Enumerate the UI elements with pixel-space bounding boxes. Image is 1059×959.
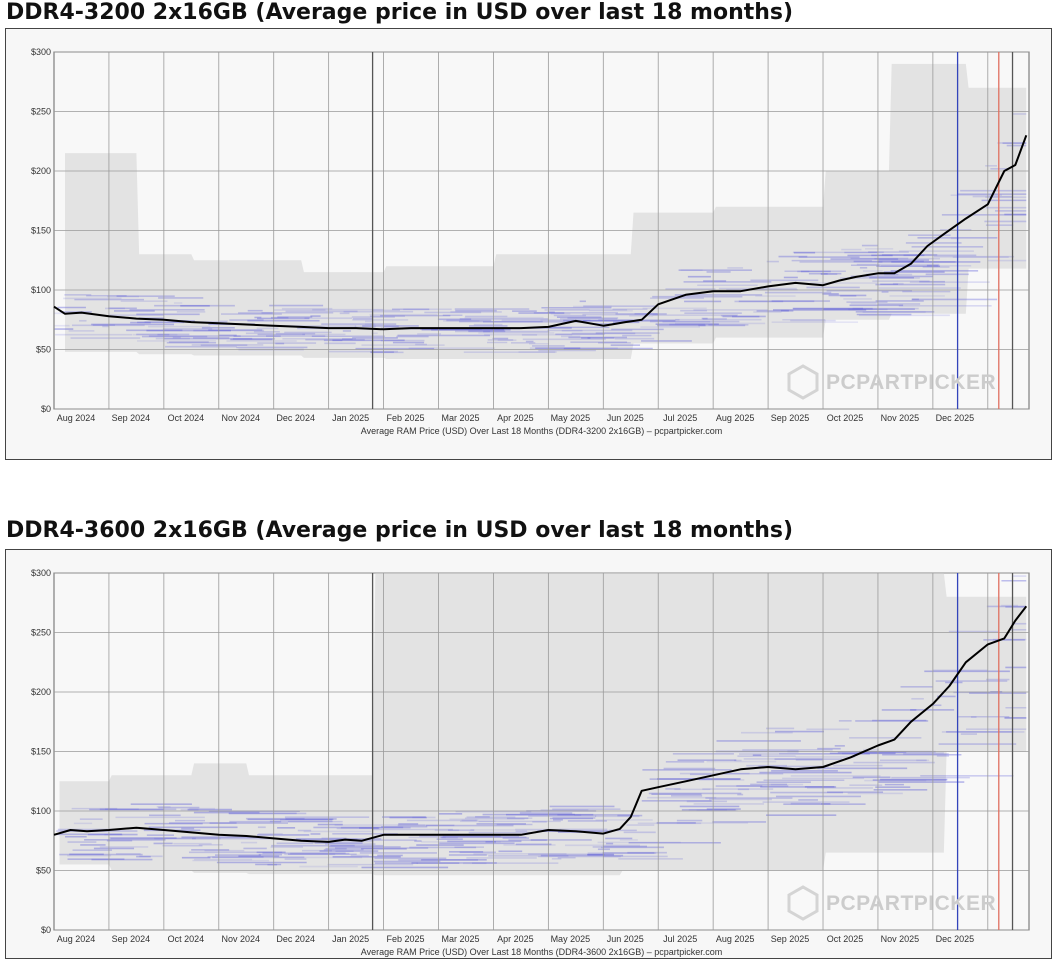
x-tick-label: Jul 2025 [663, 413, 697, 423]
y-tick-label: $150 [31, 747, 51, 757]
watermark-text: PCPARTPICKER [826, 371, 996, 394]
chart-title-ddr4-3600: DDR4-3600 2x16GB (Average price in USD o… [6, 518, 794, 543]
x-tick-label: Nov 2024 [221, 934, 260, 944]
x-tick-label: Jan 2025 [332, 413, 369, 423]
y-tick-label: $0 [41, 925, 51, 935]
x-tick-label: Oct 2024 [168, 413, 205, 423]
chart-ddr4-3600: $0 $50 $100 $150 $200 $250 $300 Aug 2024 Sep 202… [5, 549, 1052, 959]
x-tick-label: Mar 2025 [441, 413, 479, 423]
average-price-line [53, 134, 1028, 331]
average-price-line [53, 605, 1028, 843]
y-tick-label: $50 [36, 866, 51, 876]
y-tick-label: $300 [31, 47, 51, 57]
x-tick-label: Aug 2025 [716, 934, 755, 944]
x-tick-label: Dec 2025 [936, 934, 975, 944]
x-tick-label: Dec 2025 [936, 413, 975, 423]
x-tick-label: Feb 2025 [387, 413, 425, 423]
retailer-price-streaks [54, 113, 1027, 354]
y-tick-label: $250 [31, 628, 51, 638]
x-tick-label: Apr 2025 [497, 934, 534, 944]
pcpartpicker-logo-icon [787, 885, 819, 921]
x-tick-label: Oct 2025 [827, 413, 864, 423]
x-tick-label: Nov 2025 [881, 934, 920, 944]
chart-svg-ddr4-3600: $0 $50 $100 $150 $200 $250 $300 Aug 2024 Sep 202… [31, 568, 1030, 957]
y-tick-label: $300 [31, 568, 51, 578]
x-tick-label: Apr 2025 [497, 413, 534, 423]
pcpartpicker-logo-icon [787, 364, 819, 400]
x-tick-label: Sep 2025 [771, 934, 810, 944]
x-tick-label: Aug 2024 [57, 413, 96, 423]
x-tick-label: Oct 2025 [827, 934, 864, 944]
y-tick-label: $100 [31, 285, 51, 295]
price-range-band [59, 573, 1027, 876]
pcpartpicker-watermark: PCPARTPICKER [787, 364, 996, 400]
x-tick-label: Jun 2025 [607, 934, 644, 944]
x-tick-label: Oct 2024 [168, 934, 205, 944]
x-tick-label: Jun 2025 [607, 413, 644, 423]
x-tick-label: Dec 2024 [276, 934, 315, 944]
x-tick-label: Aug 2025 [716, 413, 755, 423]
x-tick-label: Nov 2024 [221, 413, 260, 423]
watermark-text: PCPARTPICKER [826, 892, 996, 915]
y-tick-label: $0 [41, 404, 51, 414]
x-tick-label: Sep 2024 [112, 934, 151, 944]
y-tick-label: $50 [36, 345, 51, 355]
x-tick-label: Dec 2024 [276, 413, 315, 423]
x-tick-label: May 2025 [551, 934, 591, 944]
y-tick-label: $200 [31, 166, 51, 176]
pcpartpicker-watermark: PCPARTPICKER [787, 885, 996, 921]
x-tick-label: May 2025 [551, 413, 591, 423]
x-axis-label: Average RAM Price (USD) Over Last 18 Mon… [361, 947, 722, 957]
x-tick-label: Sep 2024 [112, 413, 151, 423]
x-tick-label: Sep 2025 [771, 413, 810, 423]
y-tick-label: $150 [31, 226, 51, 236]
x-tick-label: Feb 2025 [387, 934, 425, 944]
y-tick-label: $250 [31, 107, 51, 117]
x-tick-label: Jan 2025 [332, 934, 369, 944]
price-range-band [64, 63, 1027, 360]
x-axis-label: Average RAM Price (USD) Over Last 18 Mon… [361, 426, 722, 436]
chart-ddr4-3200: $0 $50 $100 $150 $200 $250 $300 Aug 2024 Sep 202… [5, 28, 1052, 460]
chart-svg-ddr4-3200: $0 $50 $100 $150 $200 $250 $300 Aug 2024 Sep 202… [31, 47, 1030, 436]
y-tick-label: $200 [31, 687, 51, 697]
x-tick-label: Nov 2025 [881, 413, 920, 423]
x-tick-label: Mar 2025 [441, 934, 479, 944]
x-tick-label: Aug 2024 [57, 934, 96, 944]
chart-title-ddr4-3200: DDR4-3200 2x16GB (Average price in USD o… [6, 0, 794, 25]
x-tick-label: Jul 2025 [663, 934, 697, 944]
y-tick-label: $100 [31, 806, 51, 816]
